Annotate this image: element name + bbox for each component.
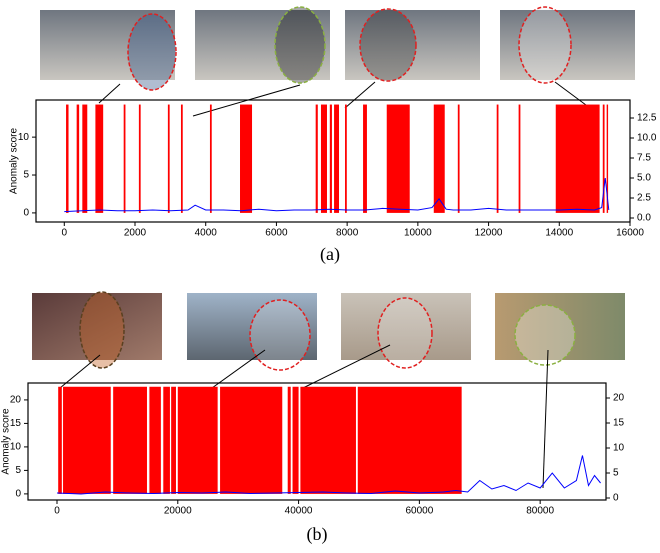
- y2-tick-label: 7.5: [637, 153, 651, 164]
- anomaly-span: [293, 387, 299, 494]
- anomaly-span: [82, 105, 87, 213]
- y2-tick-label: 0: [613, 493, 619, 504]
- x-tick-label: 10000: [404, 228, 432, 239]
- anomaly-span: [321, 105, 327, 213]
- anomaly-span: [58, 387, 62, 494]
- anomaly-span: [458, 105, 460, 213]
- anomaly-span: [240, 105, 252, 213]
- y2-tick-label: 10.0: [637, 133, 657, 144]
- y2-tick-label: 10: [613, 443, 625, 454]
- highlight: [80, 292, 124, 368]
- anomaly-span: [288, 387, 291, 494]
- anomaly-span: [434, 105, 445, 213]
- anomaly-span: [181, 105, 183, 213]
- anomaly-span: [95, 105, 103, 213]
- figure: 0200040006000800010000120001400016000051…: [0, 0, 660, 548]
- anomaly-span: [77, 105, 79, 213]
- y-tick-label: 0: [15, 489, 21, 500]
- anomaly-span: [139, 105, 141, 213]
- y-tick-label: 5: [23, 170, 29, 181]
- anomaly-span: [300, 387, 356, 494]
- x-tick-label: 60000: [405, 506, 433, 517]
- anomaly-span: [124, 105, 126, 213]
- anomaly-span: [149, 387, 160, 494]
- anomaly-span: [316, 105, 318, 213]
- x-tick-label: 8000: [336, 228, 359, 239]
- anomaly-span: [334, 105, 339, 213]
- x-tick-label: 20000: [164, 506, 192, 517]
- y-axis-label: Anomaly score: [1, 408, 12, 475]
- anomaly-span: [113, 387, 147, 494]
- anomaly-span: [210, 105, 212, 213]
- anomaly-span: [168, 105, 170, 213]
- anomaly-span: [178, 387, 218, 494]
- anomaly-span: [358, 387, 462, 494]
- x-tick-label: 12000: [475, 228, 503, 239]
- anomaly-span: [556, 105, 600, 213]
- anomaly-span: [220, 387, 282, 494]
- y-tick-label: 20: [10, 395, 22, 406]
- highlight: [519, 7, 571, 83]
- chart: 0 2000 4000 6000 8000 10000 12000 14000 16000 0 5 1…: [9, 100, 657, 265]
- anomaly-span: [519, 105, 521, 213]
- highlight: [128, 14, 176, 90]
- caption: (b): [307, 524, 328, 545]
- y-axis-label: Anomaly score: [9, 127, 20, 194]
- y-tick-label: 5: [15, 465, 21, 476]
- x-tick-label: 40000: [285, 506, 313, 517]
- x-tick-label: 80000: [526, 506, 554, 517]
- anomaly-span: [330, 105, 332, 213]
- anomaly-span: [171, 387, 176, 494]
- x-tick-label: 0: [54, 506, 60, 517]
- x-tick-label: 14000: [545, 228, 573, 239]
- caption: (a): [320, 244, 340, 265]
- highlight: [250, 300, 310, 370]
- y2-tick-label: 5.0: [637, 173, 651, 184]
- y2-tick-label: 12.5: [637, 113, 657, 124]
- y2-tick-label: 20: [613, 393, 625, 404]
- anomaly-span: [66, 105, 68, 213]
- anomaly-span: [345, 105, 347, 213]
- y2-tick-label: 5: [613, 468, 619, 479]
- y2-tick-label: 15: [613, 418, 625, 429]
- anomaly-span: [387, 105, 410, 213]
- x-tick-label: 4000: [195, 228, 218, 239]
- anomaly-span: [363, 105, 367, 213]
- x-tick-label: 0: [62, 228, 68, 239]
- highlight: [275, 7, 325, 83]
- anomaly-span: [497, 105, 499, 213]
- y2-tick-label: 0.0: [637, 213, 651, 224]
- x-tick-label: 2000: [124, 228, 147, 239]
- y2-tick-label: 2.5: [637, 193, 651, 204]
- highlight: [515, 305, 575, 365]
- anomaly-span: [63, 387, 111, 494]
- y-tick-label: 0: [23, 208, 29, 219]
- x-tick-label: 6000: [265, 228, 288, 239]
- arrows: [99, 82, 590, 116]
- highlight: [378, 298, 432, 368]
- anomaly-span: [163, 387, 170, 494]
- highlight: [360, 9, 416, 81]
- x-tick-label: 16000: [616, 228, 644, 239]
